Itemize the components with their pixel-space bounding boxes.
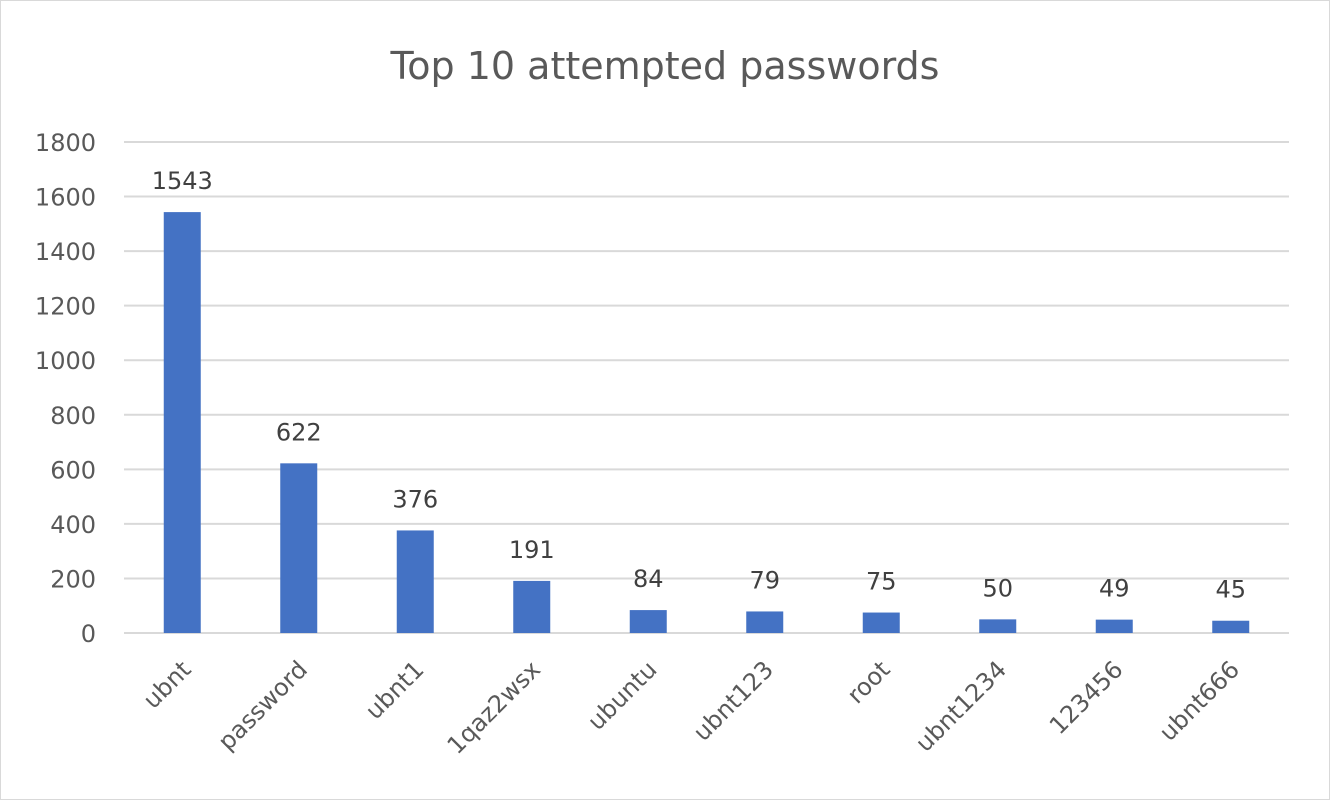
x-category-label: ubnt	[138, 655, 197, 714]
bar-ubnt123	[746, 611, 784, 633]
data-label: 191	[509, 536, 555, 564]
x-category-label: root	[842, 655, 896, 709]
bar-ubuntu	[629, 610, 667, 633]
chart-title: Top 10 attempted passwords	[390, 44, 940, 88]
bar-ubnt	[163, 212, 201, 633]
y-tick-label: 800	[50, 402, 96, 430]
data-label: 50	[982, 574, 1013, 602]
data-label: 45	[1215, 576, 1246, 604]
x-category-label: password	[213, 655, 313, 755]
bar-123456	[1095, 619, 1133, 633]
x-category-label: ubnt123	[688, 655, 779, 746]
data-label: 376	[392, 485, 438, 513]
y-tick-label: 1800	[35, 129, 96, 157]
data-label: 79	[749, 566, 780, 594]
y-tick-label: 0	[81, 620, 96, 648]
bar-password	[280, 463, 318, 633]
data-label: 49	[1099, 575, 1130, 603]
y-axis-tick-labels: 0 200 400 600 800 1000 1200 1400 1600 1800	[35, 129, 96, 648]
x-category-label: ubnt666	[1154, 655, 1245, 746]
data-label: 75	[866, 568, 897, 596]
bar-ubnt1234	[979, 619, 1017, 633]
data-label: 1543	[152, 167, 213, 195]
y-tick-label: 200	[50, 565, 96, 593]
x-category-label: ubnt1	[360, 655, 430, 725]
y-tick-label: 400	[50, 511, 96, 539]
y-tick-label: 1600	[35, 184, 96, 212]
y-tick-label: 1000	[35, 347, 96, 375]
y-tick-label: 1400	[35, 238, 96, 266]
y-tick-label: 600	[50, 456, 96, 484]
x-axis-category-labels: ubnt password ubnt1 1qaz2wsx ubuntu ubnt123 ro…	[138, 655, 1245, 759]
bar-root	[862, 612, 900, 633]
x-category-label: 1qaz2wsx	[442, 655, 546, 759]
gridlines	[124, 141, 1289, 634]
x-category-label: 123456	[1044, 655, 1129, 740]
data-label: 84	[633, 565, 664, 593]
bar-ubnt666	[1212, 620, 1250, 633]
y-tick-label: 1200	[35, 293, 96, 321]
data-labels: 1543 622 376 191 84 79 75 50 49 45	[152, 167, 1246, 604]
bar-ubnt1	[396, 530, 434, 633]
bar-1qaz2wsx	[513, 580, 551, 633]
x-category-label: ubuntu	[582, 655, 662, 735]
x-category-label: ubnt1234	[910, 655, 1012, 757]
bars	[163, 212, 1250, 633]
data-label: 622	[276, 418, 322, 446]
